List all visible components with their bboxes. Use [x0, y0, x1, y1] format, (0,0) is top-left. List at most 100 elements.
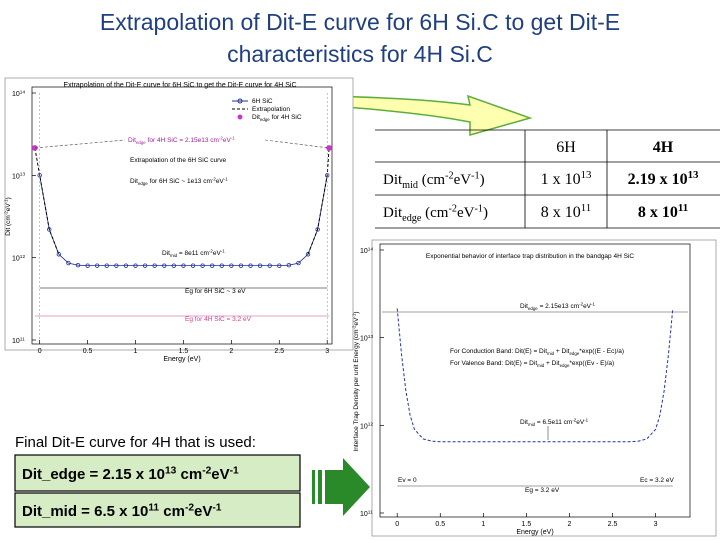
table-cell-part: 1 x 10 [541, 171, 581, 188]
annotation-part: mid [528, 422, 536, 427]
data-point [123, 263, 129, 268]
table-cell: 2.19 x 1013 [628, 169, 699, 188]
annotation: Eg = 3.2 eV [525, 487, 560, 494]
y-tick-label-part: 13 [20, 172, 26, 178]
annotation-part: -2 [212, 177, 216, 182]
annotation-part: eV [576, 419, 585, 426]
data-point [162, 263, 167, 268]
annotation-part: for 4H SiC = 2.15e13 cm [146, 137, 219, 144]
legend-marker [237, 114, 243, 120]
x-tick-label: 2.5 [608, 521, 618, 528]
annotation-part: Eg = 3.2 eV [525, 487, 560, 494]
y-tick-label-part: 13 [368, 334, 374, 340]
table-header: 4H [653, 139, 674, 156]
green-arrow [312, 458, 370, 516]
annotation: Ditedge for 4H SiC = 2.15e13 cm-2eV-1 [128, 136, 235, 145]
guide [34, 139, 126, 149]
annotation-part: eV [223, 137, 232, 144]
final-line-part: Dit_edge = 2.15 x 10 [22, 466, 165, 483]
annotation-part: eV [213, 250, 222, 257]
row-label-part: -1 [474, 203, 483, 214]
data-point [66, 260, 71, 266]
annotation-part: For Conduction Band: Dit(E) = Dit [450, 348, 547, 355]
guide [264, 139, 330, 149]
row-label: Ditedge (cm-2eV-1) [383, 203, 488, 224]
x-tick-label: 1 [481, 521, 485, 528]
final-line-part: -1 [230, 465, 239, 476]
data-point [305, 252, 311, 257]
annotation-part: -2 [572, 418, 576, 423]
row-label-part: -1 [471, 170, 480, 181]
annotation-part: edge [136, 140, 146, 145]
annotation-part: Dit [130, 178, 138, 185]
final-line-part: 11 [148, 502, 159, 513]
data-point [315, 227, 320, 232]
annotation-part: mid [547, 351, 555, 356]
y-tick-label-part: 12 [368, 422, 374, 428]
row-label-part: mid [402, 180, 418, 191]
callout-arrow [317, 79, 533, 136]
x-tick-label: 2 [567, 521, 571, 528]
row-label: Ditmid (cm-2eV-1) [383, 170, 485, 191]
y-axis-label-part: eV [5, 203, 12, 212]
data-point [209, 263, 215, 268]
x-tick-label: 1 [134, 348, 138, 355]
annotation: Eg for 6H SiC ~ 3 eV [185, 288, 246, 295]
annotation-part: *exp((E - Ec)/a) [579, 348, 624, 355]
y-axis-label: Interface Trap Density per unit Energy (… [352, 311, 360, 451]
annotation: For Valence Band: Dit(E) = Ditmid + Dite… [450, 360, 614, 368]
row-label-part: ) [480, 172, 485, 188]
annotation-part: for 6H SiC ~ 1e13 cm [148, 178, 212, 185]
annotation-part: -1 [591, 302, 595, 307]
annotation-part: = 8e11 cm [177, 250, 209, 257]
annotation-part: + Dit [544, 360, 560, 367]
data-point [286, 263, 292, 268]
arrow-body [325, 470, 343, 504]
y-axis-label-part: -1 [352, 313, 357, 317]
row-label-part: edge [402, 213, 422, 224]
final-box [14, 454, 301, 492]
table-grid [375, 129, 720, 229]
x-tick-label: 1.5 [179, 348, 189, 355]
chart-title: Exponential behavior of interface trap d… [426, 253, 634, 260]
y-tick-label-part: 10 [360, 423, 368, 430]
row-label-part: -2 [445, 170, 454, 181]
data-point [238, 263, 244, 268]
annotation-part: mid [537, 363, 545, 368]
y-axis-label-part: Dit (cm [5, 215, 12, 236]
table-cell: 8 x 1011 [638, 202, 688, 221]
final-line-part: -2 [202, 465, 211, 476]
annotation-part: Dit [520, 419, 528, 426]
annotation: Ec = 3.2 eV [640, 477, 674, 484]
data-point [133, 263, 138, 268]
row-label-part: ) [483, 205, 488, 221]
final-line-part: cm [159, 503, 185, 520]
annotation: Ditedge = 2.15e13 cm-2eV-1 [520, 302, 595, 311]
annotation-part: Ec = 3.2 eV [640, 477, 674, 484]
x-tick-label: 0.5 [83, 348, 93, 355]
row-label-part: (cm [421, 205, 448, 221]
y-axis-label-part: ) [5, 197, 12, 199]
y-tick-label-part: 10 [360, 336, 368, 343]
y-tick-label: 1014 [12, 89, 25, 98]
data-point [75, 263, 81, 268]
y-tick-label-part: 10 [12, 338, 20, 345]
final-box [14, 492, 301, 528]
x-tick-label: 3 [654, 521, 658, 528]
data-point [200, 263, 205, 268]
series-line [396, 308, 674, 443]
data-point [219, 263, 224, 268]
data-point [277, 263, 282, 268]
annotation-part: Dit [520, 303, 528, 310]
final-line-part: Dit_mid = 6.5 x 10 [22, 503, 148, 520]
legend-label-part: 6H SiC [252, 98, 273, 105]
annotation-part: -1 [221, 249, 225, 254]
annotation: For Conduction Band: Dit(E) = Ditmid + D… [450, 348, 624, 356]
data-point [181, 263, 186, 268]
x-axis-label: Energy (eV) [163, 356, 200, 363]
data-point [190, 263, 196, 268]
row-label-part: Dit [383, 205, 403, 221]
row-label-part: eV [454, 172, 472, 188]
table-cell-part: 2.19 x 10 [628, 171, 688, 188]
